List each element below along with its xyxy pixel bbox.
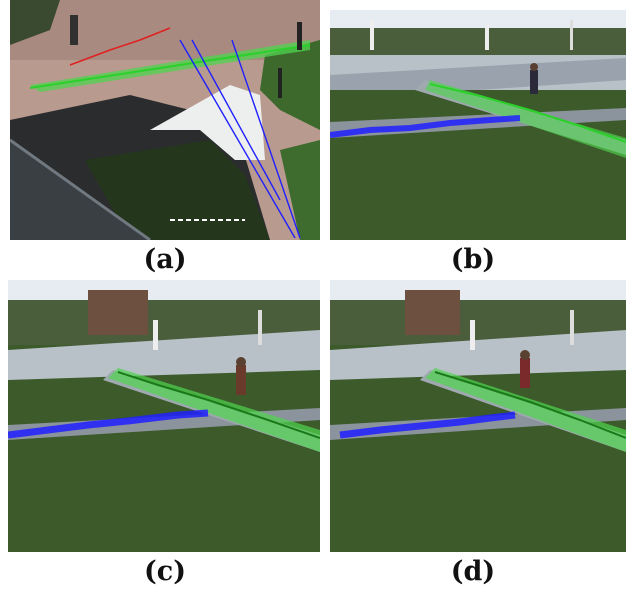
panel-d-scene xyxy=(330,280,626,552)
panel-d-image xyxy=(330,280,626,552)
panel-c-label: (c) xyxy=(144,556,186,587)
panel-a-label: (a) xyxy=(143,244,187,275)
panel-c-image xyxy=(8,280,320,552)
panel-a-scene xyxy=(10,0,320,240)
panel-a-image xyxy=(10,0,320,240)
panel-b-scene xyxy=(330,10,626,240)
panel-c-scene xyxy=(8,280,320,552)
panel-d-label: (d) xyxy=(450,556,496,587)
panel-b-label: (b) xyxy=(450,244,496,275)
panel-b-image xyxy=(330,10,626,240)
